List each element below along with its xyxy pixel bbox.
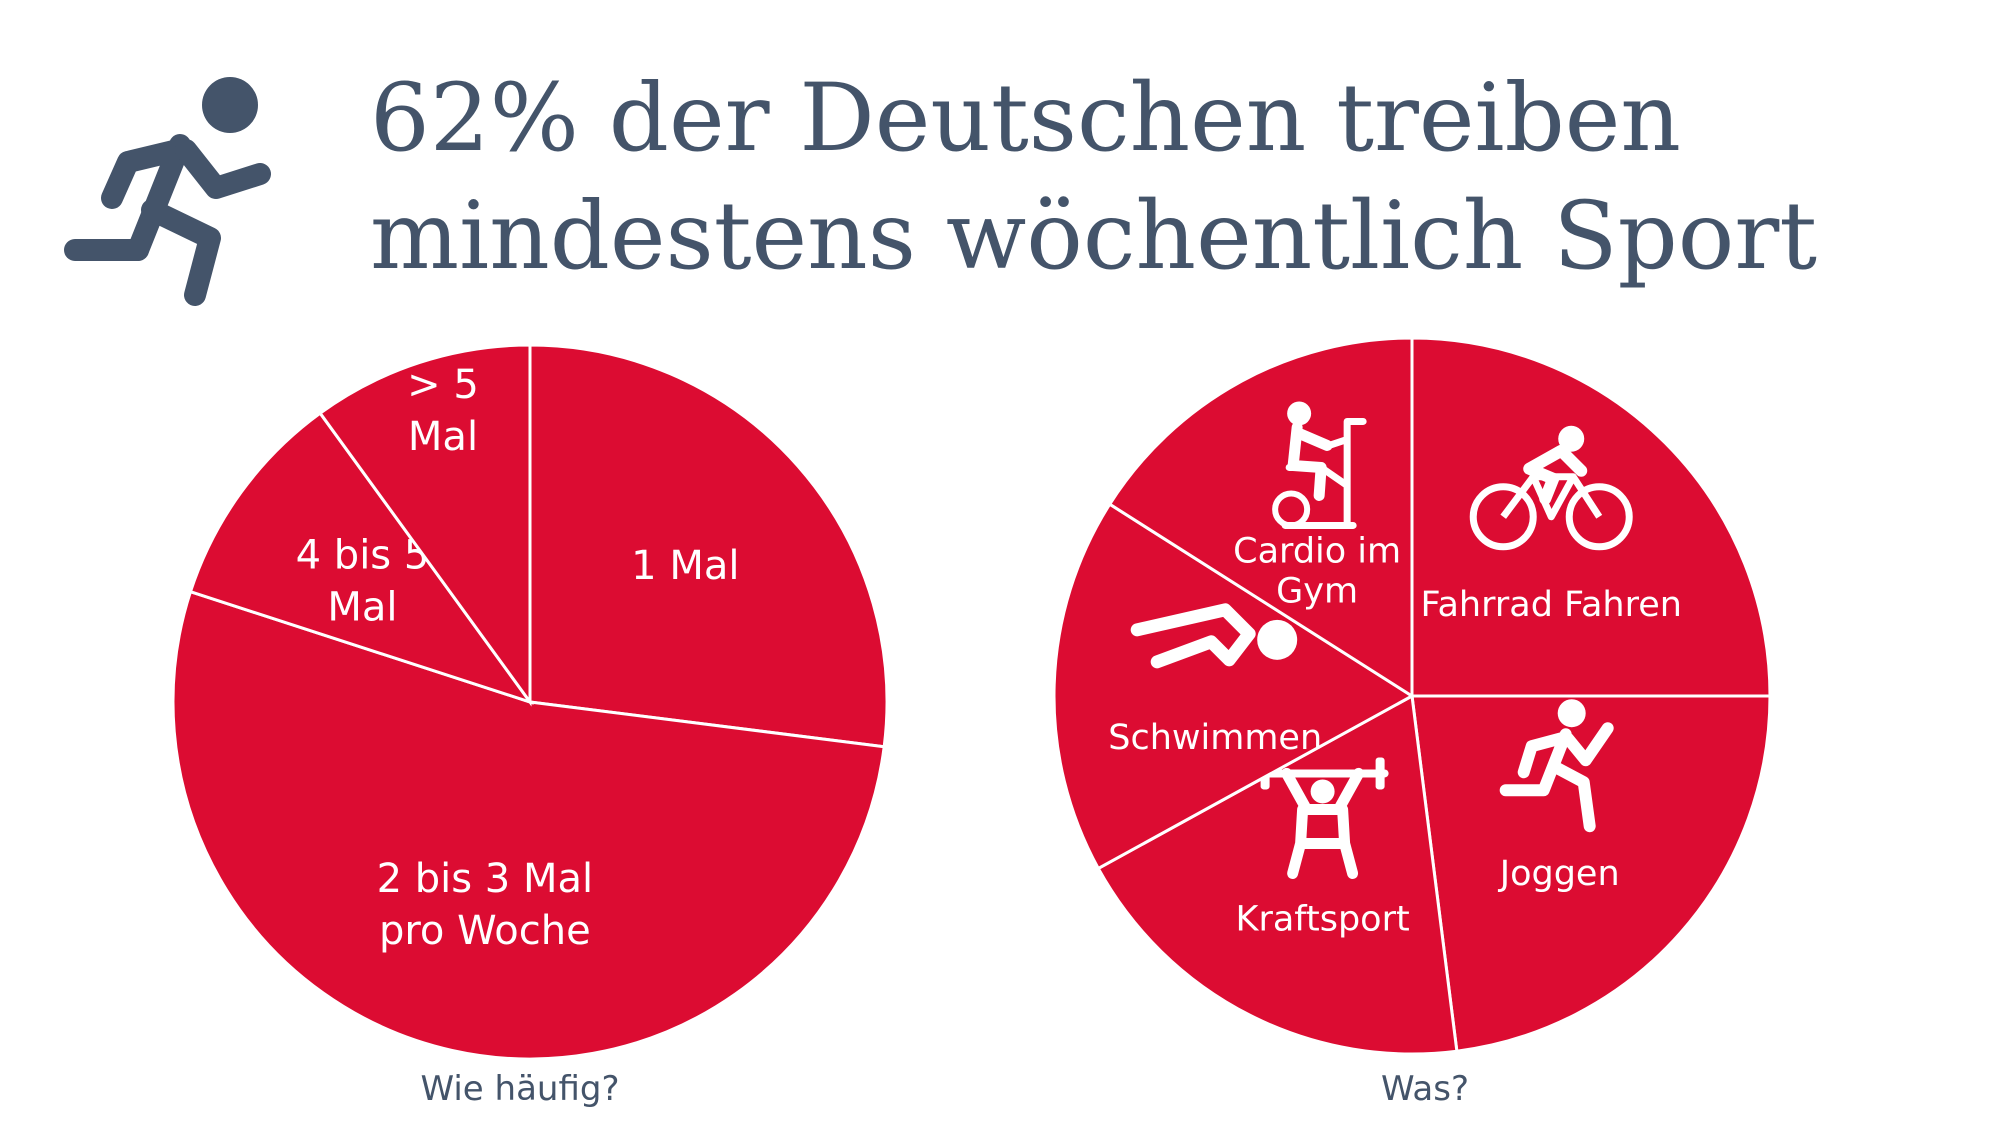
slice-label-line: Schwimmen bbox=[1108, 718, 1322, 758]
pie-slice-1-mal bbox=[528, 343, 889, 749]
frequency-pie-chart: 1 Mal 2 bis 3 Mal pro Woche 4 bis 5 Mal > 5 Ma… bbox=[171, 343, 889, 1061]
pie-slice-kraftsport bbox=[1096, 693, 1459, 1056]
slice-label-line: 4 bis 5 bbox=[296, 532, 430, 578]
running-person-icon bbox=[64, 77, 271, 306]
weightlifting-icon bbox=[1256, 757, 1389, 879]
pie-slice-4-bis-5-mal bbox=[188, 411, 534, 705]
jogging-icon bbox=[1499, 699, 1614, 833]
slice-label-line: pro Woche bbox=[379, 908, 591, 954]
slice-label-2-bis-3-mal-pro-woche: 2 bis 3 Mal pro Woche bbox=[377, 856, 594, 954]
pie-slice-fahrrad-fahren bbox=[1410, 336, 1772, 698]
chart-caption-frequency: Wie häufig? bbox=[420, 1069, 619, 1109]
bicycle-icon bbox=[1469, 425, 1633, 551]
slice-label-line: Joggen bbox=[1498, 854, 1620, 894]
slice-label-line: 2 bis 3 Mal bbox=[377, 856, 594, 902]
slice-label-1-mal: 1 Mal bbox=[631, 543, 739, 589]
slice-label-cardio-im-gym: Cardio im Gym bbox=[1233, 531, 1401, 611]
slice-label-line: Mal bbox=[327, 584, 397, 630]
slice-label-4-bis-5-mal: 4 bis 5 Mal bbox=[296, 532, 430, 630]
slice-label-joggen: Joggen bbox=[1498, 854, 1620, 894]
slice-label-line: Gym bbox=[1276, 571, 1358, 611]
slice-label-5-mal: > 5 Mal bbox=[407, 362, 479, 460]
exercise-bike-icon bbox=[1272, 401, 1367, 529]
slice-label-kraftsport: Kraftsport bbox=[1236, 899, 1410, 939]
slice-label-line: Kraftsport bbox=[1236, 899, 1410, 939]
activity-pie-chart: Fahrrad Fahren Joggen Kraftsport Schwimmen C… bbox=[1052, 336, 1772, 1056]
slice-label-line: Cardio im bbox=[1233, 531, 1401, 571]
title-line-1: 62% der Deutschen treiben bbox=[370, 64, 1681, 173]
pie-slice-cardio-im-gym bbox=[1107, 336, 1414, 699]
slice-label-schwimmen: Schwimmen bbox=[1108, 718, 1322, 758]
slice-label-line: Mal bbox=[408, 414, 478, 460]
pie-slice-2-bis-3-mal-pro-woche bbox=[171, 589, 886, 1061]
swimming-icon bbox=[1130, 603, 1298, 669]
slice-label-line: > 5 bbox=[407, 362, 479, 408]
slice-label-fahrrad-fahren: Fahrrad Fahren bbox=[1421, 585, 1682, 625]
slice-label-line: Fahrrad Fahren bbox=[1421, 585, 1682, 625]
pie-slice-5-mal bbox=[318, 343, 532, 707]
page-title: 62% der Deutschen treiben mindestens wöc… bbox=[370, 60, 1817, 296]
chart-caption-activity: Was? bbox=[1381, 1069, 1469, 1109]
title-line-2: mindestens wöchentlich Sport bbox=[370, 182, 1818, 291]
pie-slice-schwimmen bbox=[1052, 502, 1415, 871]
slice-label-line: 1 Mal bbox=[631, 543, 739, 589]
pie-slice-joggen bbox=[1410, 694, 1772, 1053]
